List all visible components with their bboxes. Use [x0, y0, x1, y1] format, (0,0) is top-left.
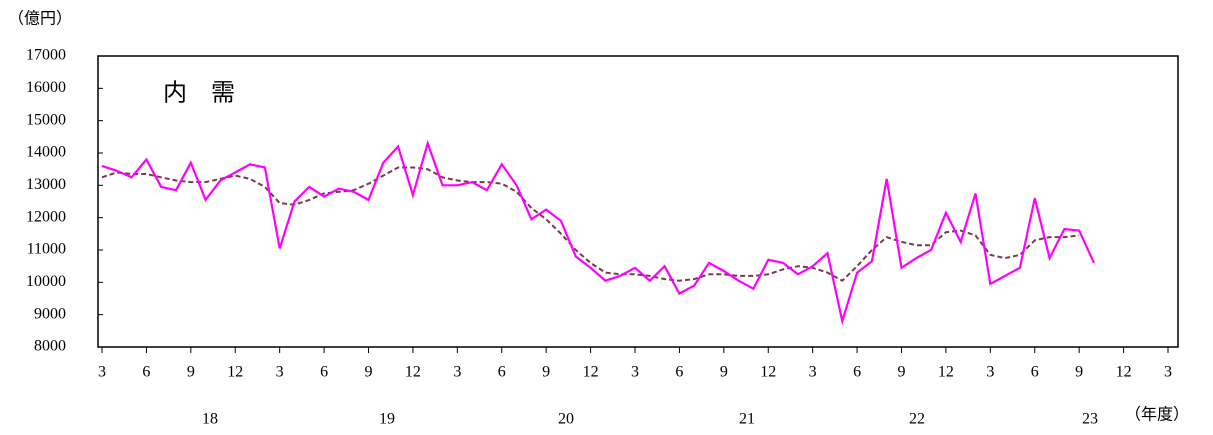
y-tick-label: 16000	[26, 79, 66, 96]
y-tick-label: 12000	[26, 208, 66, 225]
x-tick-label: 9	[720, 364, 728, 381]
y-tick-label: 13000	[26, 176, 66, 193]
x-tick-label: 6	[142, 364, 150, 381]
x-axis-label: （年度）	[1125, 406, 1189, 424]
x-tick-label: 9	[542, 364, 550, 381]
series-line	[101, 139, 1096, 326]
x-tick-label: 3	[276, 364, 284, 381]
year-label: 18	[202, 411, 218, 428]
x-tick-label: 6	[1031, 364, 1039, 381]
y-tick-label: 11000	[27, 241, 66, 258]
year-label: 20	[558, 411, 574, 428]
x-tick-label: 3	[98, 364, 106, 381]
x-tick-label: 3	[631, 364, 639, 381]
x-tick-label: 3	[1164, 364, 1172, 381]
year-label: 19	[379, 411, 395, 428]
x-tick-label: 6	[320, 364, 328, 381]
series-line	[101, 166, 1080, 282]
x-tick-label: 6	[498, 364, 506, 381]
x-tick-label: 6	[675, 364, 683, 381]
x-tick-label: 12	[938, 364, 954, 381]
year-label: 23	[1082, 411, 1098, 428]
x-tick-label: 3	[809, 364, 817, 381]
plot-area	[97, 55, 1179, 348]
x-tick-label: 6	[853, 364, 861, 381]
x-tick-label: 9	[1075, 364, 1083, 381]
y-tick-label: 14000	[26, 144, 66, 161]
x-tick-label: 12	[1116, 364, 1132, 381]
x-tick-label: 12	[760, 364, 776, 381]
x-tick-label: 9	[187, 364, 195, 381]
y-tick-label: 8000	[34, 338, 66, 355]
x-tick-label: 9	[365, 364, 373, 381]
year-label: 21	[739, 411, 755, 428]
x-tick-label: 12	[227, 364, 243, 381]
y-tick-label: 15000	[26, 111, 66, 128]
x-tick-label: 3	[986, 364, 994, 381]
x-tick-label: 3	[453, 364, 461, 381]
y-unit: （億円）	[8, 10, 72, 28]
year-label: 22	[909, 411, 925, 428]
annotation: 内 需	[163, 80, 235, 107]
y-tick-label: 17000	[26, 47, 66, 64]
y-tick-label: 10000	[26, 273, 66, 290]
x-tick-label: 9	[898, 364, 906, 381]
y-tick-label: 9000	[34, 305, 66, 322]
x-tick-label: 12	[583, 364, 599, 381]
x-tick-label: 12	[405, 364, 421, 381]
